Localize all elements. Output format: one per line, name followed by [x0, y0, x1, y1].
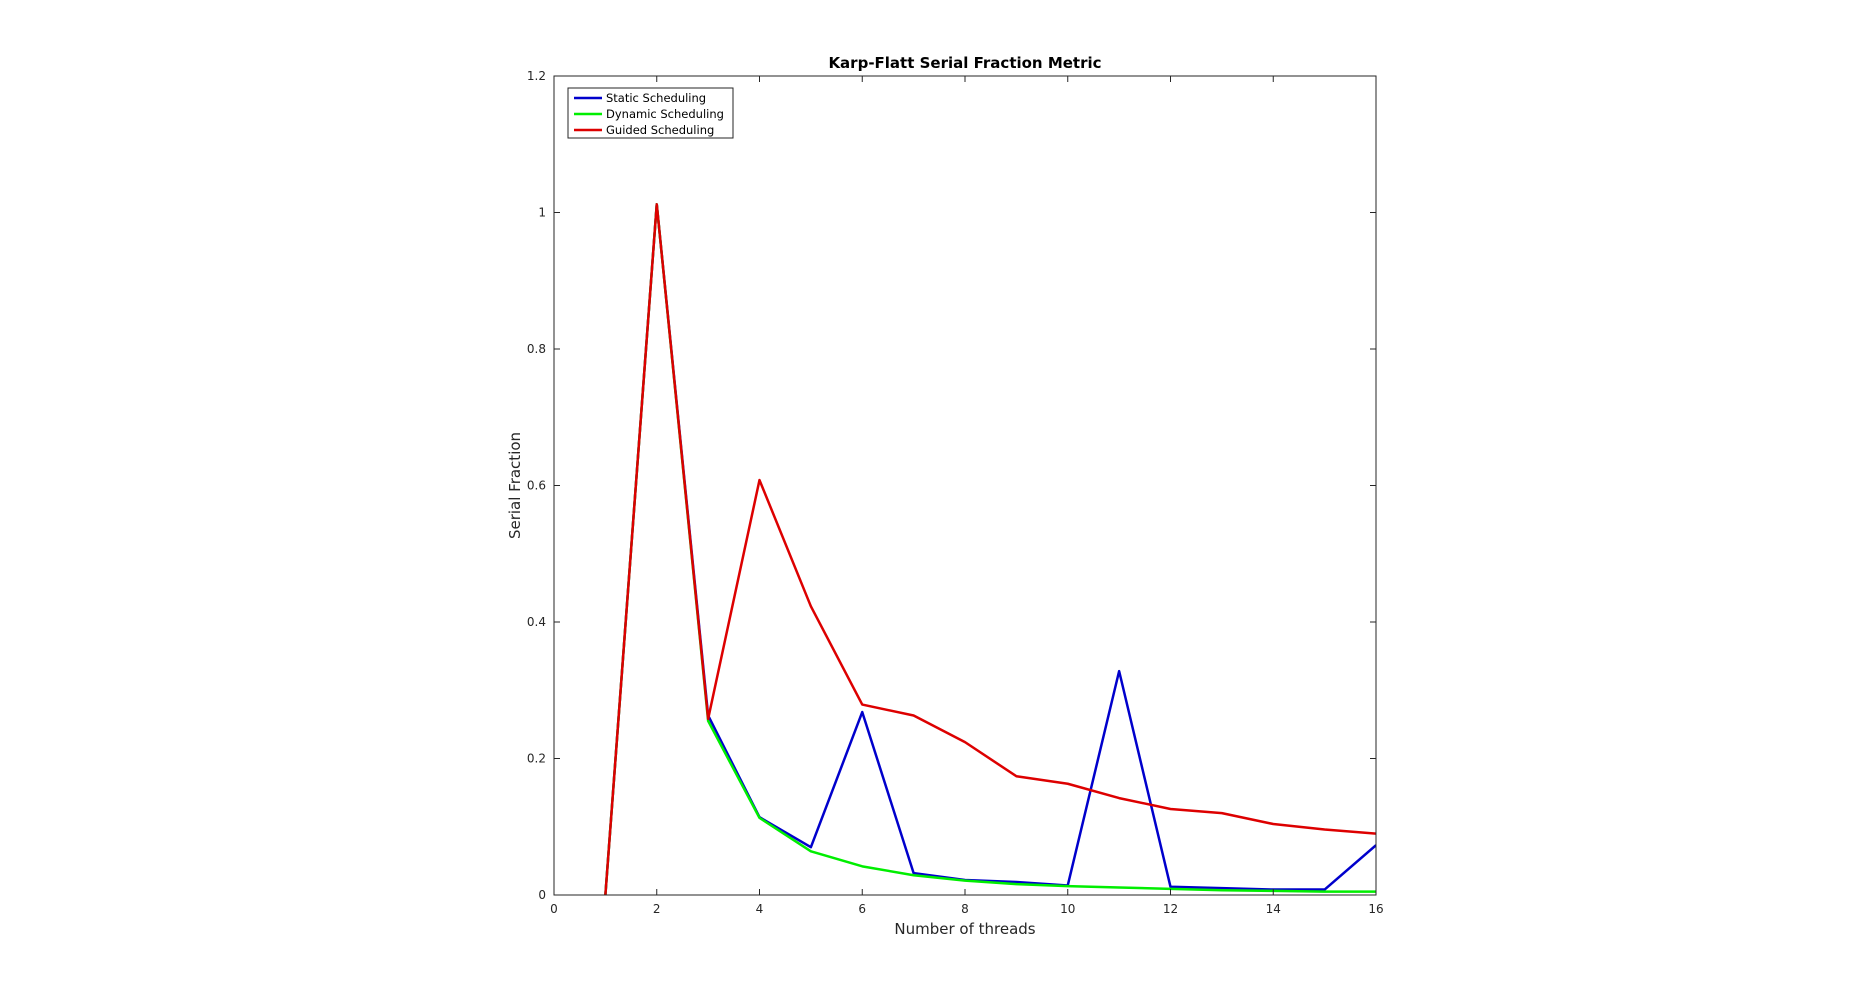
y-axis-label: Serial Fraction [506, 432, 524, 539]
x-tick-label: 6 [858, 902, 866, 916]
ticks-layer: 0 2 4 6 8 10 12 14 16 0 0.2 0.4 0.6 0.8 1 1.2 [527, 69, 1384, 916]
y-tick-label: 0.8 [527, 342, 546, 356]
y-tick-label: 0.6 [527, 479, 546, 493]
x-axis-label: Number of threads [894, 920, 1035, 938]
y-tick-label: 0.2 [527, 752, 546, 766]
x-tick-label: 16 [1368, 902, 1383, 916]
series-line-static [604, 203, 1376, 895]
x-tick-label: 0 [550, 902, 558, 916]
legend-label-guided: Guided Scheduling [606, 123, 714, 137]
y-tick-label: 1.2 [527, 69, 546, 83]
y-tick-label: 0 [538, 888, 546, 902]
y-tick-label: 0.4 [527, 615, 546, 629]
legend-label-dynamic: Dynamic Scheduling [606, 107, 724, 121]
x-tick-label: 2 [653, 902, 661, 916]
series-line-dynamic [604, 203, 1376, 895]
series-layer [604, 203, 1376, 895]
chart-title: Karp-Flatt Serial Fraction Metric [828, 54, 1101, 72]
plot-area [554, 76, 1376, 895]
series-line-guided [604, 203, 1376, 895]
x-tick-label: 14 [1266, 902, 1281, 916]
legend-label-static: Static Scheduling [606, 91, 706, 105]
x-tick-label: 8 [961, 902, 969, 916]
y-tick-label: 1 [538, 206, 546, 220]
x-tick-label: 10 [1060, 902, 1075, 916]
x-tick-label: 4 [756, 902, 764, 916]
x-tick-label: 12 [1163, 902, 1178, 916]
legend: Static Scheduling Dynamic Scheduling Gui… [567, 87, 734, 139]
